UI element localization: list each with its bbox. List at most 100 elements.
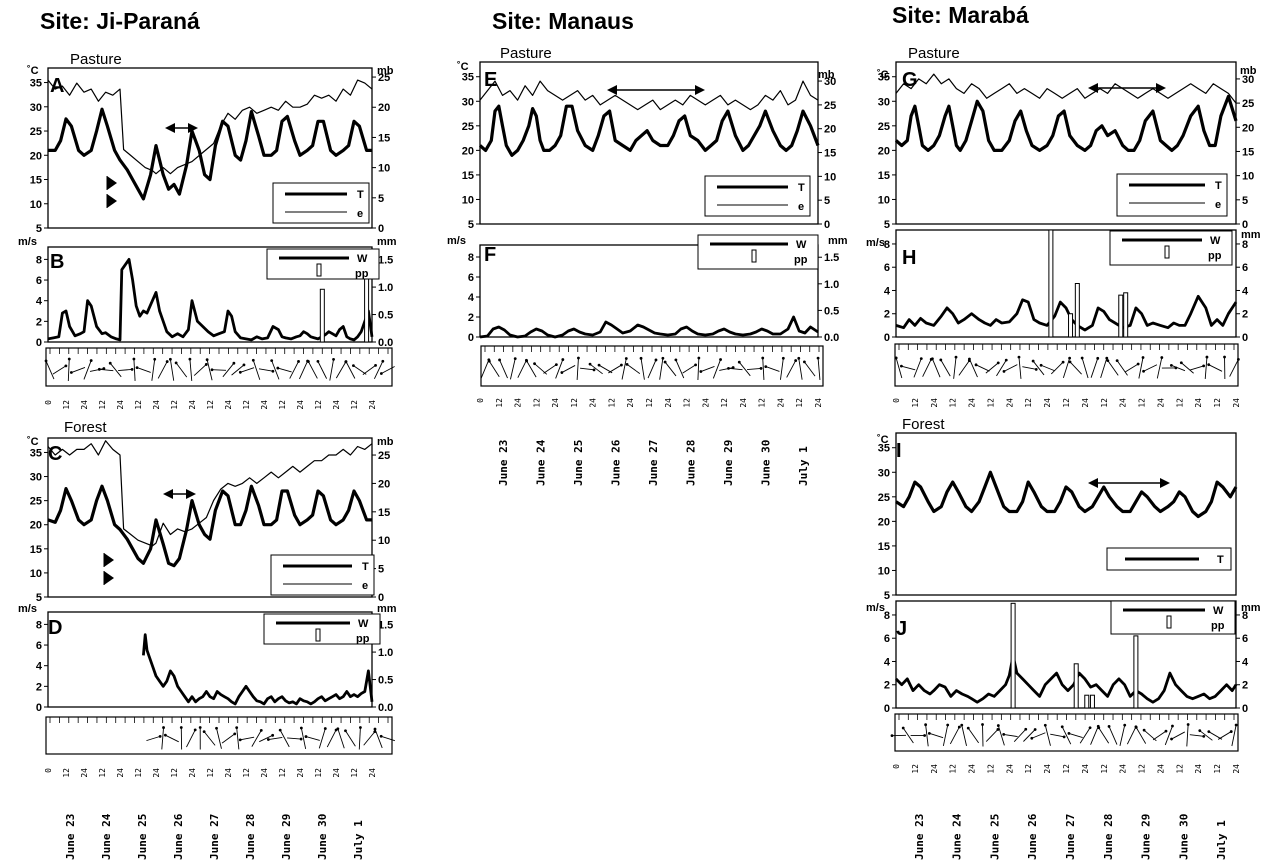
wind-arrow-maraba-forest — [997, 725, 1005, 746]
wind-arrow-tip-maraba-pasture — [1068, 356, 1072, 360]
wind-arrow-manaus-pasture — [517, 360, 527, 378]
site-title-maraba: Site: Marabá — [892, 2, 1029, 28]
plot-frame-c — [47, 437, 373, 598]
wind-arrow-ji-parana-pasture — [317, 361, 328, 379]
panel-letter-d: D — [48, 617, 62, 639]
right-tick-label-h: 2 — [1242, 309, 1248, 321]
legend-label-w-j: W — [1213, 605, 1224, 617]
wind-arrow-maraba-pasture — [975, 364, 990, 372]
right-tick-label-c: 15 — [378, 507, 390, 519]
legend-box-g — [1116, 173, 1228, 217]
left-tick-label-i: 35 — [878, 443, 890, 455]
left-tick-label-a: 30 — [30, 102, 42, 114]
hour-label-3: 24 — [1194, 398, 1203, 408]
wind-arrow-ji-parana-pasture — [133, 359, 136, 381]
wind-arrow-tip-ji-parana-forest — [238, 738, 242, 742]
date-label-manaus: June 23 — [497, 440, 510, 486]
wind-arrow-ji-parana-forest — [279, 729, 290, 748]
plot-frame-b — [47, 246, 373, 343]
wind-arrow-ji-parana-forest — [165, 734, 179, 743]
wind-arrow-tip-maraba-forest — [946, 723, 950, 727]
wind-arrow-tip-ji-parana-forest — [266, 738, 270, 741]
wind-arrow-manaus-pasture — [675, 359, 685, 379]
wind-arrow-ji-parana-pasture — [308, 361, 318, 379]
legend-label-w-d: W — [358, 618, 369, 630]
wind-arrow-tip-manaus-pasture — [737, 360, 741, 364]
date-label-manaus: July 1 — [797, 446, 810, 486]
hour-label-4: 12 — [1024, 764, 1033, 774]
right-tick-label-e: 20 — [824, 124, 836, 136]
wind-arrow-tip-maraba-pasture — [1105, 356, 1109, 360]
hour-label-4: 24 — [1156, 764, 1165, 774]
date-label-ji-parana: June 26 — [172, 813, 185, 860]
hour-label-0: 24 — [332, 400, 341, 410]
wind-arrow-maraba-pasture — [969, 358, 978, 378]
hour-label-1: 24 — [224, 768, 233, 778]
wind-arrow-maraba-pasture — [931, 358, 941, 378]
wind-arrow-tip-maraba-forest — [1164, 729, 1168, 733]
wind-arrow-maraba-pasture — [922, 359, 932, 377]
wind-arrow-maraba-forest — [1068, 732, 1083, 739]
hour-label-2: 12 — [645, 398, 654, 408]
left-tick-label-a: 5 — [36, 223, 42, 235]
wind-arrow-maraba-pasture — [1050, 361, 1064, 375]
left-tick-label-e: 25 — [462, 121, 474, 133]
wind-arrow-tip-maraba-pasture — [1141, 356, 1145, 359]
wind-arrow-manaus-pasture — [621, 358, 627, 380]
wind-arrow-ji-parana-forest — [259, 734, 273, 743]
left-tick-label-c: 25 — [30, 496, 42, 508]
date-label-manaus: June 24 — [534, 439, 547, 486]
left-tick-label-i: 25 — [878, 492, 890, 504]
wind-arrow-maraba-pasture — [1100, 357, 1108, 379]
wind-arrow-tip-manaus-pasture — [663, 360, 667, 364]
date-label-manaus: June 26 — [609, 439, 622, 486]
wind-arrow-tip-maraba-pasture — [1223, 355, 1226, 359]
wind-arrow-maraba-forest — [1003, 733, 1018, 738]
legend-box-a — [272, 182, 370, 224]
wind-arrow-tip-maraba-pasture — [1068, 360, 1072, 364]
wind-arrow-maraba-pasture — [1189, 365, 1204, 371]
left-tick-label-b: 0 — [36, 337, 42, 349]
panel-letter-i: I — [896, 440, 902, 462]
series-e-line-a — [47, 79, 373, 175]
wind-arrow-manaus-pasture — [817, 358, 821, 380]
double-arrow-head-left-a — [165, 123, 175, 133]
wind-arrow-tip-ji-parana-pasture — [332, 358, 335, 361]
series-w-line-f — [479, 315, 819, 339]
right-tick-label-a: 15 — [378, 132, 390, 144]
wind-arrow-tip-ji-parana-forest — [179, 726, 183, 729]
left-tick-label-b: 8 — [36, 254, 42, 266]
wind-arrow-maraba-forest — [1217, 731, 1232, 740]
date-label-ji-parana: June 23 — [64, 814, 77, 860]
wind-arrow-ji-parana-pasture — [118, 368, 133, 372]
wind-arrow-tip-manaus-pasture — [719, 358, 722, 361]
hour-label-1: 0 — [44, 768, 53, 773]
wind-arrow-tip-ji-parana-pasture — [165, 360, 169, 363]
wind-arrow-tip-manaus-pasture — [625, 362, 629, 366]
wind-arrow-tip-ji-parana-pasture — [97, 367, 101, 371]
right-tick-label-a: 25 — [378, 72, 390, 84]
double-arrow-head-right-i — [1160, 478, 1170, 488]
wind-arrow-tip-manaus-pasture — [803, 360, 806, 364]
wind-arrow-ji-parana-pasture — [329, 359, 334, 381]
chart-marks: 51015202530350510152025Te024680.00.51.01… — [30, 61, 1254, 860]
legend-label-e-e: e — [798, 201, 804, 213]
panel-letter-h: H — [902, 247, 916, 269]
wind-arrow-maraba-forest — [1061, 726, 1072, 745]
wind-arrow-tip-ji-parana-pasture — [251, 358, 255, 362]
hour-label-2: 24 — [814, 398, 823, 408]
series-w-line-d — [142, 633, 374, 706]
wind-arrow-ji-parana-pasture — [211, 369, 227, 371]
wind-arrow-ji-parana-pasture — [231, 364, 245, 376]
wind-arrow-manaus-pasture — [664, 361, 677, 377]
double-arrow-head-right-c — [186, 489, 196, 499]
right-tick-label-f: 0.5 — [824, 305, 839, 317]
right-tick-label-f: 1.0 — [824, 279, 839, 291]
right-tick-label-c: 20 — [378, 478, 390, 490]
panel-letter-e: E — [484, 69, 497, 91]
precip-bar-h — [1123, 292, 1129, 338]
date-label-manaus: June 25 — [572, 440, 585, 486]
wind-arrow-maraba-pasture — [1138, 357, 1144, 379]
legend-bar-pp-b — [316, 263, 322, 277]
wind-arrow-tip-ji-parana-pasture — [89, 359, 93, 362]
